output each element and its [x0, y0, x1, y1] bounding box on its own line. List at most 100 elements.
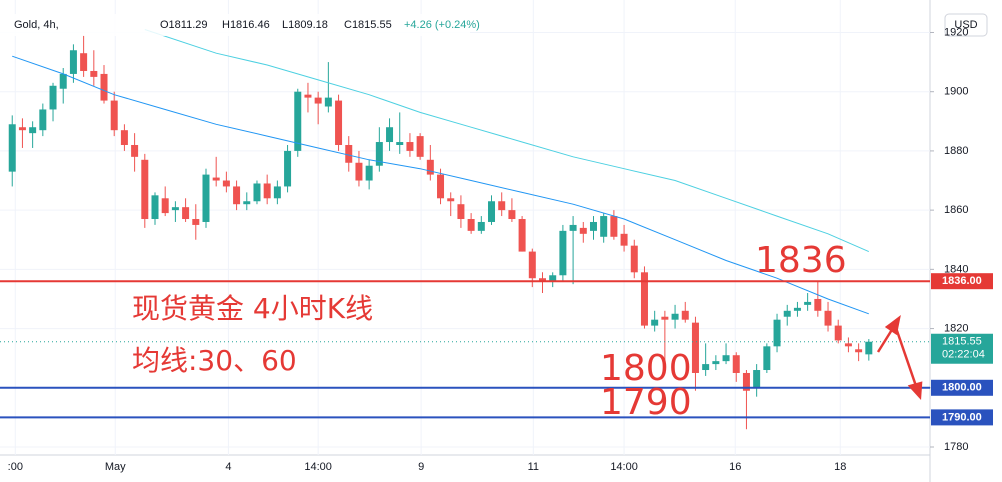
candle-body [253, 183, 261, 202]
candle-body [814, 298, 822, 311]
candle-body [90, 70, 98, 77]
x-tick-label: 14:00 [610, 461, 638, 473]
candle-body [702, 364, 710, 371]
candle-body [120, 130, 128, 145]
ohlc-open: O1811.29 [160, 19, 208, 31]
annotation: 1790 [600, 382, 692, 423]
candle-body [589, 221, 597, 231]
candle-body [324, 97, 332, 107]
x-tick-label: :00 [8, 461, 23, 473]
x-tick-label: May [105, 461, 126, 473]
candle-body [630, 245, 638, 273]
candle-body [640, 272, 648, 326]
candle-body [161, 198, 169, 214]
candle-body [732, 355, 740, 373]
x-tick-label: 4 [225, 461, 231, 473]
arrow-head [907, 381, 923, 401]
candle-body [222, 180, 230, 187]
candle-body [141, 159, 149, 220]
candle-body [110, 100, 118, 131]
currency[interactable]: USD [954, 19, 977, 31]
candle-body [579, 227, 587, 234]
candle-body [671, 313, 679, 320]
candle-body [335, 100, 343, 145]
candle-body [304, 94, 312, 98]
candle-body [131, 144, 139, 157]
candle-body [386, 127, 394, 143]
candle-body [467, 219, 475, 231]
ohlc-close: C1815.55 [344, 19, 392, 31]
moving-average [144, 29, 869, 253]
legend-bg [0, 14, 470, 36]
candle-body [559, 230, 567, 276]
candle-body [763, 346, 771, 371]
y-tick-label: 1780 [944, 441, 968, 453]
level-label-bg [931, 409, 993, 426]
candle-body [212, 177, 220, 181]
level-label-bg [931, 273, 993, 290]
candle-body [396, 142, 404, 145]
candle-body [477, 221, 485, 231]
level-label-bg [931, 379, 993, 396]
y-tick-label: 1920 [944, 26, 968, 38]
arrow-up [876, 327, 895, 353]
candle-body [182, 207, 190, 220]
candle-body [314, 97, 322, 104]
x-tick-label: 14:00 [304, 461, 332, 473]
candle-body [345, 144, 353, 163]
candle-body [294, 91, 302, 151]
candle-body [39, 109, 47, 131]
x-tick-label: 11 [528, 461, 539, 473]
arrow-down [893, 324, 918, 387]
candle-body [365, 165, 373, 181]
candle-body [375, 142, 383, 166]
y-tick-label: 1820 [944, 322, 968, 334]
candle-body [793, 307, 801, 311]
candle-body [284, 150, 292, 187]
candle-body [691, 322, 699, 373]
candle-body [824, 310, 832, 326]
candle-body [834, 325, 842, 341]
candle-body [426, 159, 434, 175]
candle-body [865, 341, 873, 355]
candle-body [620, 233, 628, 246]
candle-body [59, 73, 67, 89]
arrows [876, 315, 923, 401]
candle-body [171, 207, 179, 211]
candle-body [651, 319, 659, 326]
candle-body [8, 124, 16, 172]
annotation: 1836 [755, 240, 847, 281]
candle-body [233, 186, 241, 205]
level-label: 1790.00 [942, 411, 982, 423]
y-tick-label: 1880 [944, 145, 968, 157]
candle-body [661, 316, 669, 320]
candle-body [518, 219, 526, 252]
candle-body [263, 183, 271, 199]
candle-body [447, 198, 455, 202]
candle-body [855, 349, 863, 353]
annotation: 均线:30、60 [132, 344, 297, 377]
candle-body [712, 361, 720, 365]
candle-body [192, 219, 200, 225]
candle-body [355, 162, 363, 181]
moving-average [12, 55, 869, 315]
candle-body [202, 174, 210, 222]
annotation: 现货黄金 4小时K线 [132, 292, 373, 325]
candle-body [804, 301, 812, 305]
currency-button[interactable] [944, 13, 988, 37]
candle-body [416, 136, 424, 157]
candle-body [406, 142, 414, 151]
candle-body [488, 201, 496, 222]
candle-body [273, 186, 281, 199]
candle-body [773, 319, 781, 347]
candle-body [69, 50, 77, 74]
symbol: Gold, 4h, [14, 19, 59, 31]
candle-body [610, 216, 618, 237]
candle-body [600, 216, 608, 237]
y-tick-label: 1840 [944, 263, 968, 275]
candle-body [457, 204, 465, 220]
candle-body [549, 275, 557, 282]
y-tick-label: 1900 [944, 86, 968, 98]
candle-body [18, 127, 26, 131]
